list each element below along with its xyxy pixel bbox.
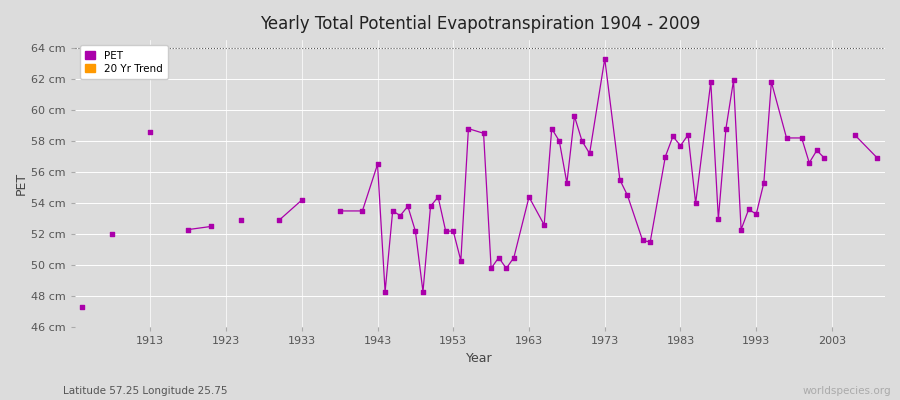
Point — [757, 180, 771, 186]
Text: Latitude 57.25 Longitude 25.75: Latitude 57.25 Longitude 25.75 — [63, 386, 228, 396]
Point — [507, 254, 521, 261]
Point — [598, 56, 612, 62]
Point — [409, 228, 423, 234]
Point — [673, 142, 688, 149]
Point — [817, 155, 832, 161]
Point — [234, 217, 248, 224]
Point — [711, 216, 725, 222]
Point — [552, 138, 566, 144]
Point — [582, 150, 597, 157]
Title: Yearly Total Potential Evapotranspiration 1904 - 2009: Yearly Total Potential Evapotranspiratio… — [259, 15, 700, 33]
Point — [613, 177, 627, 183]
Point — [802, 160, 816, 166]
Point — [400, 203, 415, 210]
Point — [423, 203, 437, 210]
Point — [491, 254, 506, 261]
Point — [454, 258, 468, 264]
Point — [635, 237, 650, 244]
Text: worldspecies.org: worldspecies.org — [803, 386, 891, 396]
Point — [143, 128, 157, 135]
Point — [681, 132, 696, 138]
Point — [575, 138, 590, 144]
Point — [203, 223, 218, 230]
Point — [749, 211, 763, 217]
Point — [734, 226, 748, 233]
Point — [560, 180, 574, 186]
Point — [393, 212, 408, 219]
Point — [431, 194, 446, 200]
Point — [500, 265, 514, 272]
Point — [272, 217, 286, 224]
Point — [522, 194, 536, 200]
Point — [484, 265, 499, 272]
Point — [181, 226, 195, 233]
Point — [356, 208, 370, 214]
Point — [742, 206, 756, 212]
Point — [332, 208, 347, 214]
Point — [666, 133, 680, 140]
Y-axis label: PET: PET — [15, 172, 28, 195]
Point — [764, 79, 778, 85]
Point — [294, 197, 309, 203]
Point — [537, 222, 552, 228]
Point — [416, 288, 430, 295]
Point — [719, 126, 733, 132]
Point — [370, 161, 384, 168]
Point — [658, 153, 672, 160]
Point — [620, 192, 634, 199]
X-axis label: Year: Year — [466, 352, 493, 365]
Point — [544, 126, 559, 132]
Point — [385, 208, 400, 214]
Point — [378, 288, 392, 295]
Point — [567, 113, 581, 120]
Point — [704, 79, 718, 85]
Point — [795, 135, 809, 141]
Point — [476, 130, 491, 136]
Point — [75, 304, 89, 310]
Point — [688, 200, 703, 206]
Point — [848, 132, 862, 138]
Point — [643, 239, 657, 245]
Point — [461, 126, 475, 132]
Point — [446, 228, 461, 234]
Point — [726, 77, 741, 84]
Legend: PET, 20 Yr Trend: PET, 20 Yr Trend — [80, 45, 167, 79]
Point — [438, 228, 453, 234]
Point — [105, 231, 120, 238]
Point — [810, 147, 824, 154]
Point — [779, 135, 794, 141]
Point — [870, 155, 885, 161]
